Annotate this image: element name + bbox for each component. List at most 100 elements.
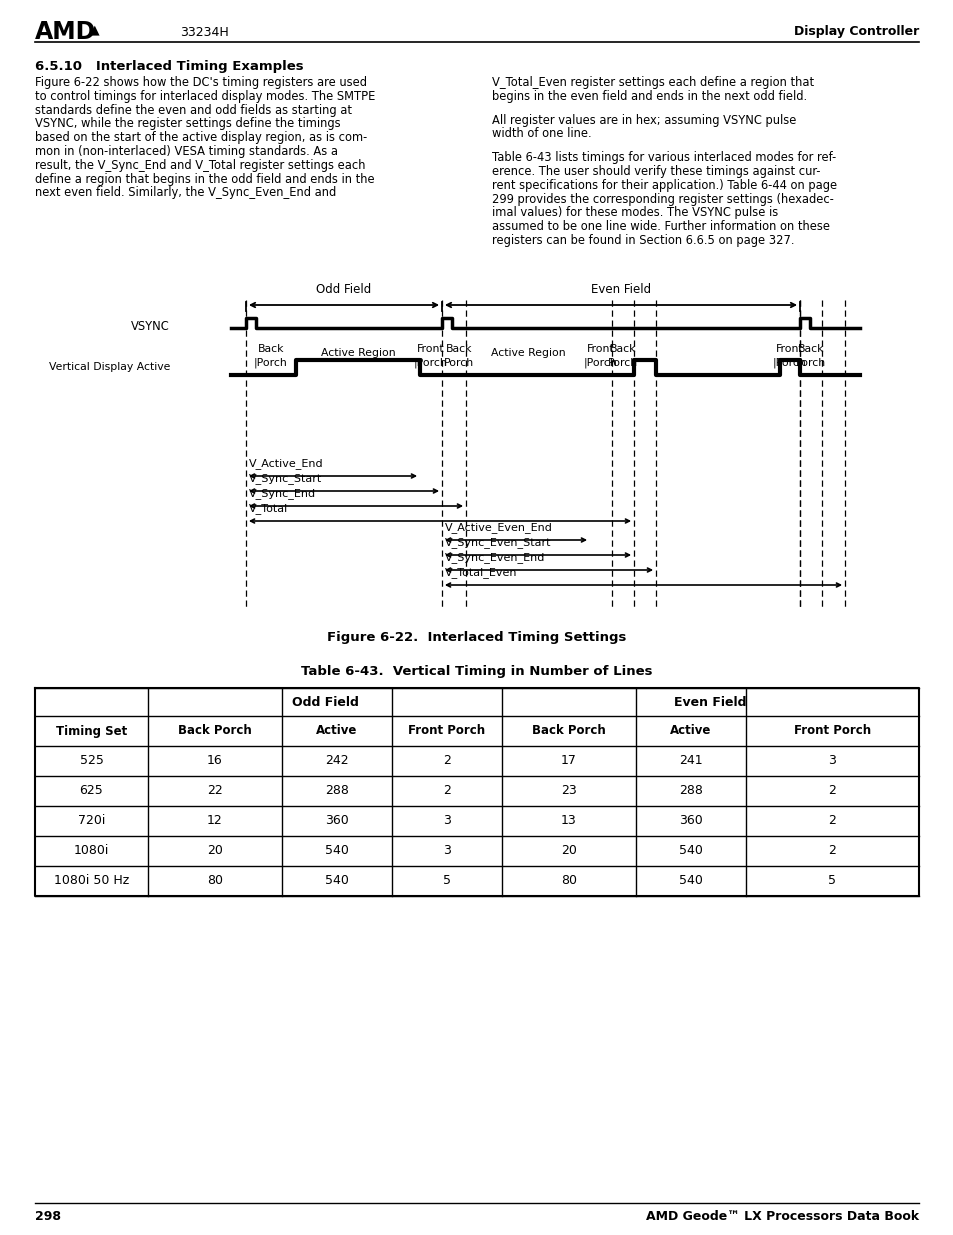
Text: width of one line.: width of one line. xyxy=(492,127,591,141)
Text: 6.5.10   Interlaced Timing Examples: 6.5.10 Interlaced Timing Examples xyxy=(35,61,303,73)
Text: result, the V_Sync_End and V_Total register settings each: result, the V_Sync_End and V_Total regis… xyxy=(35,159,365,172)
Text: |Porch: |Porch xyxy=(772,357,806,368)
Text: 3: 3 xyxy=(442,815,451,827)
Text: V_Sync_Start: V_Sync_Start xyxy=(249,473,322,484)
Text: 360: 360 xyxy=(679,815,702,827)
Text: Active: Active xyxy=(316,725,357,737)
Text: Even Field: Even Field xyxy=(590,283,650,296)
Text: V_Active_Even_End: V_Active_Even_End xyxy=(444,522,553,534)
Text: 2: 2 xyxy=(828,815,836,827)
Text: 33234H: 33234H xyxy=(180,26,229,38)
Text: |Porch: |Porch xyxy=(253,357,288,368)
Text: 540: 540 xyxy=(679,874,702,888)
Text: standards define the even and odd fields as starting at: standards define the even and odd fields… xyxy=(35,104,352,116)
Text: 720i: 720i xyxy=(78,815,105,827)
Text: mon in (non-interlaced) VESA timing standards. As a: mon in (non-interlaced) VESA timing stan… xyxy=(35,144,337,158)
Text: Front Porch: Front Porch xyxy=(408,725,485,737)
Text: Even Field: Even Field xyxy=(674,695,746,709)
Text: 1080i 50 Hz: 1080i 50 Hz xyxy=(53,874,129,888)
Text: 2: 2 xyxy=(828,784,836,798)
Text: Vertical Display Active: Vertical Display Active xyxy=(49,363,170,373)
Text: to control timings for interlaced display modes. The SMTPE: to control timings for interlaced displa… xyxy=(35,90,375,103)
Text: 3: 3 xyxy=(442,845,451,857)
Text: All register values are in hex; assuming VSYNC pulse: All register values are in hex; assuming… xyxy=(492,114,796,127)
Text: 22: 22 xyxy=(207,784,223,798)
Text: 13: 13 xyxy=(560,815,577,827)
Text: 540: 540 xyxy=(679,845,702,857)
Text: 23: 23 xyxy=(560,784,577,798)
Text: 540: 540 xyxy=(325,874,349,888)
Text: 288: 288 xyxy=(325,784,349,798)
Text: imal values) for these modes. The VSYNC pulse is: imal values) for these modes. The VSYNC … xyxy=(492,206,778,220)
Text: Back Porch: Back Porch xyxy=(532,725,605,737)
Text: Porch: Porch xyxy=(443,358,474,368)
Text: define a region that begins in the odd field and ends in the: define a region that begins in the odd f… xyxy=(35,173,375,185)
Text: AMD Geode™ LX Processors Data Book: AMD Geode™ LX Processors Data Book xyxy=(645,1210,918,1224)
Text: Back Porch: Back Porch xyxy=(178,725,252,737)
Text: 5: 5 xyxy=(827,874,836,888)
Text: 625: 625 xyxy=(79,784,103,798)
Text: VSYNC, while the register settings define the timings: VSYNC, while the register settings defin… xyxy=(35,117,340,131)
Text: 360: 360 xyxy=(325,815,349,827)
Text: 16: 16 xyxy=(207,755,223,767)
Text: |Porch: |Porch xyxy=(583,357,618,368)
Text: registers can be found in Section 6.6.5 on page 327.: registers can be found in Section 6.6.5 … xyxy=(492,233,794,247)
Text: Timing Set: Timing Set xyxy=(56,725,127,737)
Text: Odd Field: Odd Field xyxy=(316,283,372,296)
Text: assumed to be one line wide. Further information on these: assumed to be one line wide. Further inf… xyxy=(492,220,829,233)
Text: 1080i: 1080i xyxy=(73,845,109,857)
Text: 20: 20 xyxy=(207,845,223,857)
Text: 3: 3 xyxy=(828,755,836,767)
Text: Back: Back xyxy=(257,345,284,354)
Text: Active: Active xyxy=(670,725,711,737)
Text: 241: 241 xyxy=(679,755,702,767)
Text: next even field. Similarly, the V_Sync_Even_End and: next even field. Similarly, the V_Sync_E… xyxy=(35,186,335,199)
Text: V_Total: V_Total xyxy=(249,503,288,514)
Text: Back: Back xyxy=(797,345,823,354)
Text: VSYNC: VSYNC xyxy=(132,320,170,332)
Text: Front: Front xyxy=(416,345,444,354)
Text: 288: 288 xyxy=(679,784,702,798)
Text: V_Total_Even register settings each define a region that: V_Total_Even register settings each defi… xyxy=(492,77,813,89)
Text: 12: 12 xyxy=(207,815,223,827)
Text: Figure 6-22 shows how the DC's timing registers are used: Figure 6-22 shows how the DC's timing re… xyxy=(35,77,367,89)
Text: Active Region: Active Region xyxy=(320,348,395,358)
Text: 242: 242 xyxy=(325,755,349,767)
Text: 2: 2 xyxy=(828,845,836,857)
Text: V_Sync_Even_Start: V_Sync_Even_Start xyxy=(444,537,551,548)
Text: erence. The user should verify these timings against cur-: erence. The user should verify these tim… xyxy=(492,165,820,178)
Text: |Porch: |Porch xyxy=(414,357,447,368)
Text: Front: Front xyxy=(587,345,614,354)
Text: ▲: ▲ xyxy=(90,23,99,37)
Text: Active Region: Active Region xyxy=(490,348,565,358)
Text: 299 provides the corresponding register settings (hexadec-: 299 provides the corresponding register … xyxy=(492,193,833,205)
Text: Front: Front xyxy=(776,345,803,354)
Text: V_Active_End: V_Active_End xyxy=(249,458,323,469)
Text: Porch: Porch xyxy=(795,358,825,368)
Text: 17: 17 xyxy=(560,755,577,767)
Text: Odd Field: Odd Field xyxy=(292,695,358,709)
Text: 540: 540 xyxy=(325,845,349,857)
Text: V_Sync_End: V_Sync_End xyxy=(249,488,315,499)
Text: AMD: AMD xyxy=(35,20,96,44)
Text: 2: 2 xyxy=(442,755,451,767)
Text: Figure 6-22.  Interlaced Timing Settings: Figure 6-22. Interlaced Timing Settings xyxy=(327,631,626,645)
Text: 525: 525 xyxy=(79,755,103,767)
Text: based on the start of the active display region, as is com-: based on the start of the active display… xyxy=(35,131,367,144)
Text: 80: 80 xyxy=(207,874,223,888)
Text: 80: 80 xyxy=(560,874,577,888)
Text: V_Sync_Even_End: V_Sync_Even_End xyxy=(444,552,545,563)
Text: Display Controller: Display Controller xyxy=(793,26,918,38)
Text: Table 6-43.  Vertical Timing in Number of Lines: Table 6-43. Vertical Timing in Number of… xyxy=(301,666,652,678)
Text: Porch: Porch xyxy=(607,358,638,368)
Text: Front Porch: Front Porch xyxy=(793,725,870,737)
Text: Back: Back xyxy=(445,345,472,354)
Text: rent specifications for their application.) Table 6-44 on page: rent specifications for their applicatio… xyxy=(492,179,836,191)
Text: 20: 20 xyxy=(560,845,577,857)
Text: 5: 5 xyxy=(442,874,451,888)
Text: Table 6-43 lists timings for various interlaced modes for ref-: Table 6-43 lists timings for various int… xyxy=(492,151,836,164)
Text: begins in the even field and ends in the next odd field.: begins in the even field and ends in the… xyxy=(492,90,806,103)
Text: 2: 2 xyxy=(442,784,451,798)
Text: V_Total_Even: V_Total_Even xyxy=(444,567,517,578)
Text: Back: Back xyxy=(609,345,636,354)
